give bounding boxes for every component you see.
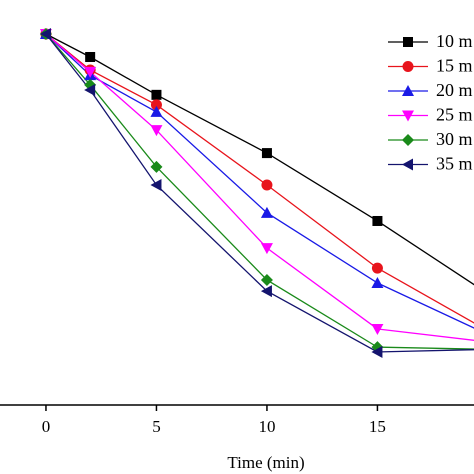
legend-label: 30 m [436, 129, 473, 149]
marker [260, 285, 272, 298]
series-line [45, 33, 474, 341]
marker [371, 262, 383, 274]
series-line [45, 33, 474, 286]
marker [260, 273, 273, 286]
x-tick-label: 10 [258, 417, 275, 436]
marker [372, 215, 383, 226]
series-line [45, 33, 474, 353]
legend-label: 15 m [436, 56, 473, 76]
marker [402, 158, 413, 171]
marker [150, 125, 163, 137]
series-line [45, 33, 474, 324]
series-line [45, 33, 474, 350]
marker [371, 276, 384, 288]
legend-label: 25 m [436, 105, 473, 125]
marker [402, 85, 414, 96]
x-tick-label: 5 [152, 417, 161, 436]
legend-label: 35 m [436, 154, 473, 174]
marker [260, 206, 273, 218]
marker [84, 84, 96, 97]
series-line [45, 33, 474, 329]
marker [151, 89, 162, 100]
marker [85, 52, 96, 63]
x-tick-label: 15 [369, 417, 386, 436]
marker [260, 243, 273, 255]
marker [402, 61, 414, 72]
marker [402, 134, 414, 146]
x-axis-label: Time (min) [227, 453, 304, 472]
marker [261, 179, 273, 191]
legend-label: 20 m [436, 80, 473, 100]
marker [150, 178, 162, 191]
marker [150, 105, 163, 117]
marker [403, 37, 413, 47]
marker [150, 160, 163, 173]
legend-label: 10 m [436, 31, 473, 51]
marker [39, 28, 51, 40]
marker [261, 148, 272, 159]
marker [150, 99, 162, 111]
marker [371, 323, 384, 335]
marker [371, 345, 383, 358]
x-tick-label: 0 [42, 417, 51, 436]
marker [402, 110, 414, 122]
marker [84, 66, 97, 78]
